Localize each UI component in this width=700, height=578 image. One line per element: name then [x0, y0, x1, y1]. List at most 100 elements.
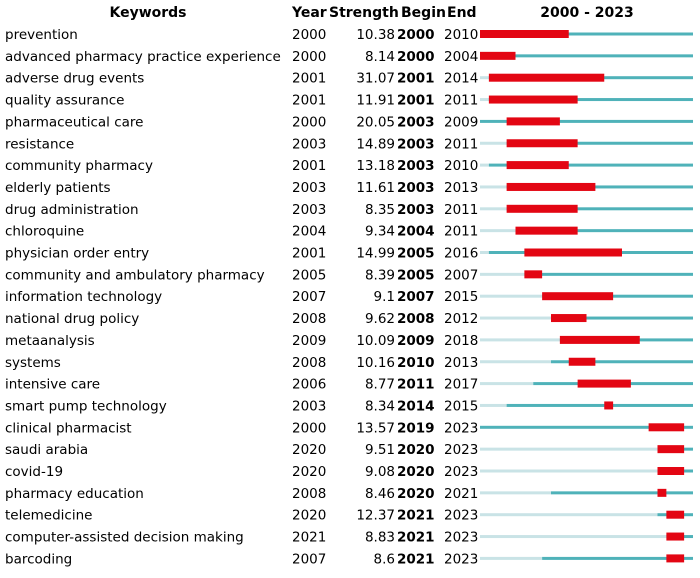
burst-row: smart pump technology 2003 8.34 2014 2015 — [5, 398, 693, 414]
inactive-span — [480, 316, 551, 320]
burst-bar — [506, 182, 596, 191]
burst-bar — [657, 488, 667, 497]
end-value: 2017 — [444, 377, 478, 393]
end-value: 2023 — [444, 551, 478, 567]
inactive-span — [480, 229, 516, 233]
strength-value: 9.1 — [374, 289, 395, 305]
burst-bar — [568, 357, 596, 366]
end-value: 2013 — [444, 180, 478, 196]
keyword-label: telemedicine — [5, 508, 92, 524]
end-value: 2007 — [444, 267, 478, 283]
burst-row: drug administration 2003 8.35 2003 2011 — [5, 202, 693, 218]
keyword-label: chloroquine — [5, 224, 84, 240]
strength-value: 8.14 — [365, 49, 395, 65]
strength-value: 9.34 — [365, 224, 395, 240]
active-span — [480, 32, 693, 36]
inactive-span — [480, 513, 658, 517]
keyword-label: pharmaceutical care — [5, 114, 143, 130]
keyword-label: quality assurance — [5, 93, 124, 109]
inactive-span — [480, 185, 507, 189]
begin-value: 2001 — [397, 71, 435, 87]
keyword-label: intensive care — [5, 377, 100, 393]
burst-bar — [524, 248, 622, 257]
header-keywords: Keywords — [109, 5, 186, 21]
end-value: 2012 — [444, 311, 478, 327]
begin-value: 2011 — [397, 377, 435, 393]
keyword-label: community and ambulatory pharmacy — [5, 267, 265, 283]
year-value: 2005 — [292, 267, 326, 283]
active-span — [551, 360, 693, 364]
keyword-label: resistance — [5, 136, 74, 152]
end-value: 2023 — [444, 464, 478, 480]
burst-row: computer-assisted decision making 2021 8.8… — [5, 530, 693, 546]
begin-value: 2021 — [397, 508, 435, 524]
year-value: 2000 — [292, 114, 326, 130]
strength-value: 9.62 — [365, 311, 395, 327]
burst-row: covid-19 2020 9.08 2020 2023 — [5, 464, 693, 480]
burst-row: intensive care 2006 8.77 2011 2017 — [5, 377, 693, 393]
burst-row: adverse drug events 2001 31.07 2001 2014 — [5, 71, 693, 87]
burst-row: physician order entry 2001 14.99 2005 2016 — [5, 246, 693, 262]
burst-row: chloroquine 2004 9.34 2004 2011 — [5, 224, 693, 240]
begin-value: 2009 — [397, 333, 435, 349]
year-value: 2007 — [292, 551, 326, 567]
strength-value: 8.6 — [374, 551, 395, 567]
inactive-span — [480, 141, 507, 145]
begin-value: 2000 — [397, 49, 435, 65]
keyword-label: community pharmacy — [5, 158, 153, 174]
burst-bar — [506, 161, 569, 170]
inactive-span — [480, 491, 551, 495]
burst-bar — [648, 423, 685, 432]
active-span — [551, 491, 693, 495]
begin-value: 2008 — [397, 311, 435, 327]
begin-value: 2020 — [397, 486, 435, 502]
end-value: 2015 — [444, 289, 478, 305]
burst-row: advanced pharmacy practice experience 200… — [5, 49, 693, 65]
year-value: 2000 — [292, 27, 326, 43]
strength-value: 12.37 — [356, 508, 395, 524]
begin-value: 2003 — [397, 114, 435, 130]
end-value: 2015 — [444, 398, 478, 414]
inactive-span — [480, 469, 658, 473]
active-span — [506, 185, 693, 189]
keyword-label: metaanalysis — [5, 333, 95, 349]
burst-row: information technology 2007 9.1 2007 2015 — [5, 289, 693, 305]
year-value: 2020 — [292, 464, 326, 480]
active-span — [542, 556, 693, 560]
keyword-label: covid-19 — [5, 464, 63, 480]
header-end: End — [447, 5, 477, 21]
end-value: 2023 — [444, 530, 478, 546]
active-span — [506, 141, 693, 145]
header-range: 2000 - 2023 — [540, 5, 634, 21]
begin-value: 2010 — [397, 355, 435, 371]
burst-row: national drug policy 2008 9.62 2008 2012 — [5, 311, 693, 327]
burst-row: telemedicine 2020 12.37 2021 2023 — [5, 508, 693, 524]
begin-value: 2001 — [397, 93, 435, 109]
strength-value: 8.35 — [365, 202, 395, 218]
begin-value: 2005 — [397, 246, 435, 262]
burst-row: pharmaceutical care 2000 20.05 2003 2009 — [5, 114, 693, 130]
year-value: 2003 — [292, 398, 326, 414]
strength-value: 14.99 — [356, 246, 395, 262]
burst-row: saudi arabia 2020 9.51 2020 2023 — [5, 442, 693, 458]
strength-value: 13.57 — [356, 420, 395, 436]
begin-value: 2019 — [397, 420, 435, 436]
end-value: 2004 — [444, 49, 478, 65]
active-span — [515, 229, 693, 233]
end-value: 2021 — [444, 486, 478, 502]
year-value: 2006 — [292, 377, 326, 393]
keyword-label: computer-assisted decision making — [5, 530, 244, 546]
strength-value: 14.89 — [356, 136, 395, 152]
end-value: 2013 — [444, 355, 478, 371]
begin-value: 2003 — [397, 136, 435, 152]
strength-value: 31.07 — [356, 71, 395, 87]
strength-value: 13.18 — [356, 158, 395, 174]
begin-value: 2021 — [397, 530, 435, 546]
keyword-label: drug administration — [5, 202, 139, 218]
active-span — [506, 403, 693, 407]
strength-value: 8.83 — [365, 530, 395, 546]
burst-bar — [666, 532, 685, 541]
end-value: 2011 — [444, 93, 478, 109]
end-value: 2011 — [444, 224, 478, 240]
year-value: 2003 — [292, 202, 326, 218]
